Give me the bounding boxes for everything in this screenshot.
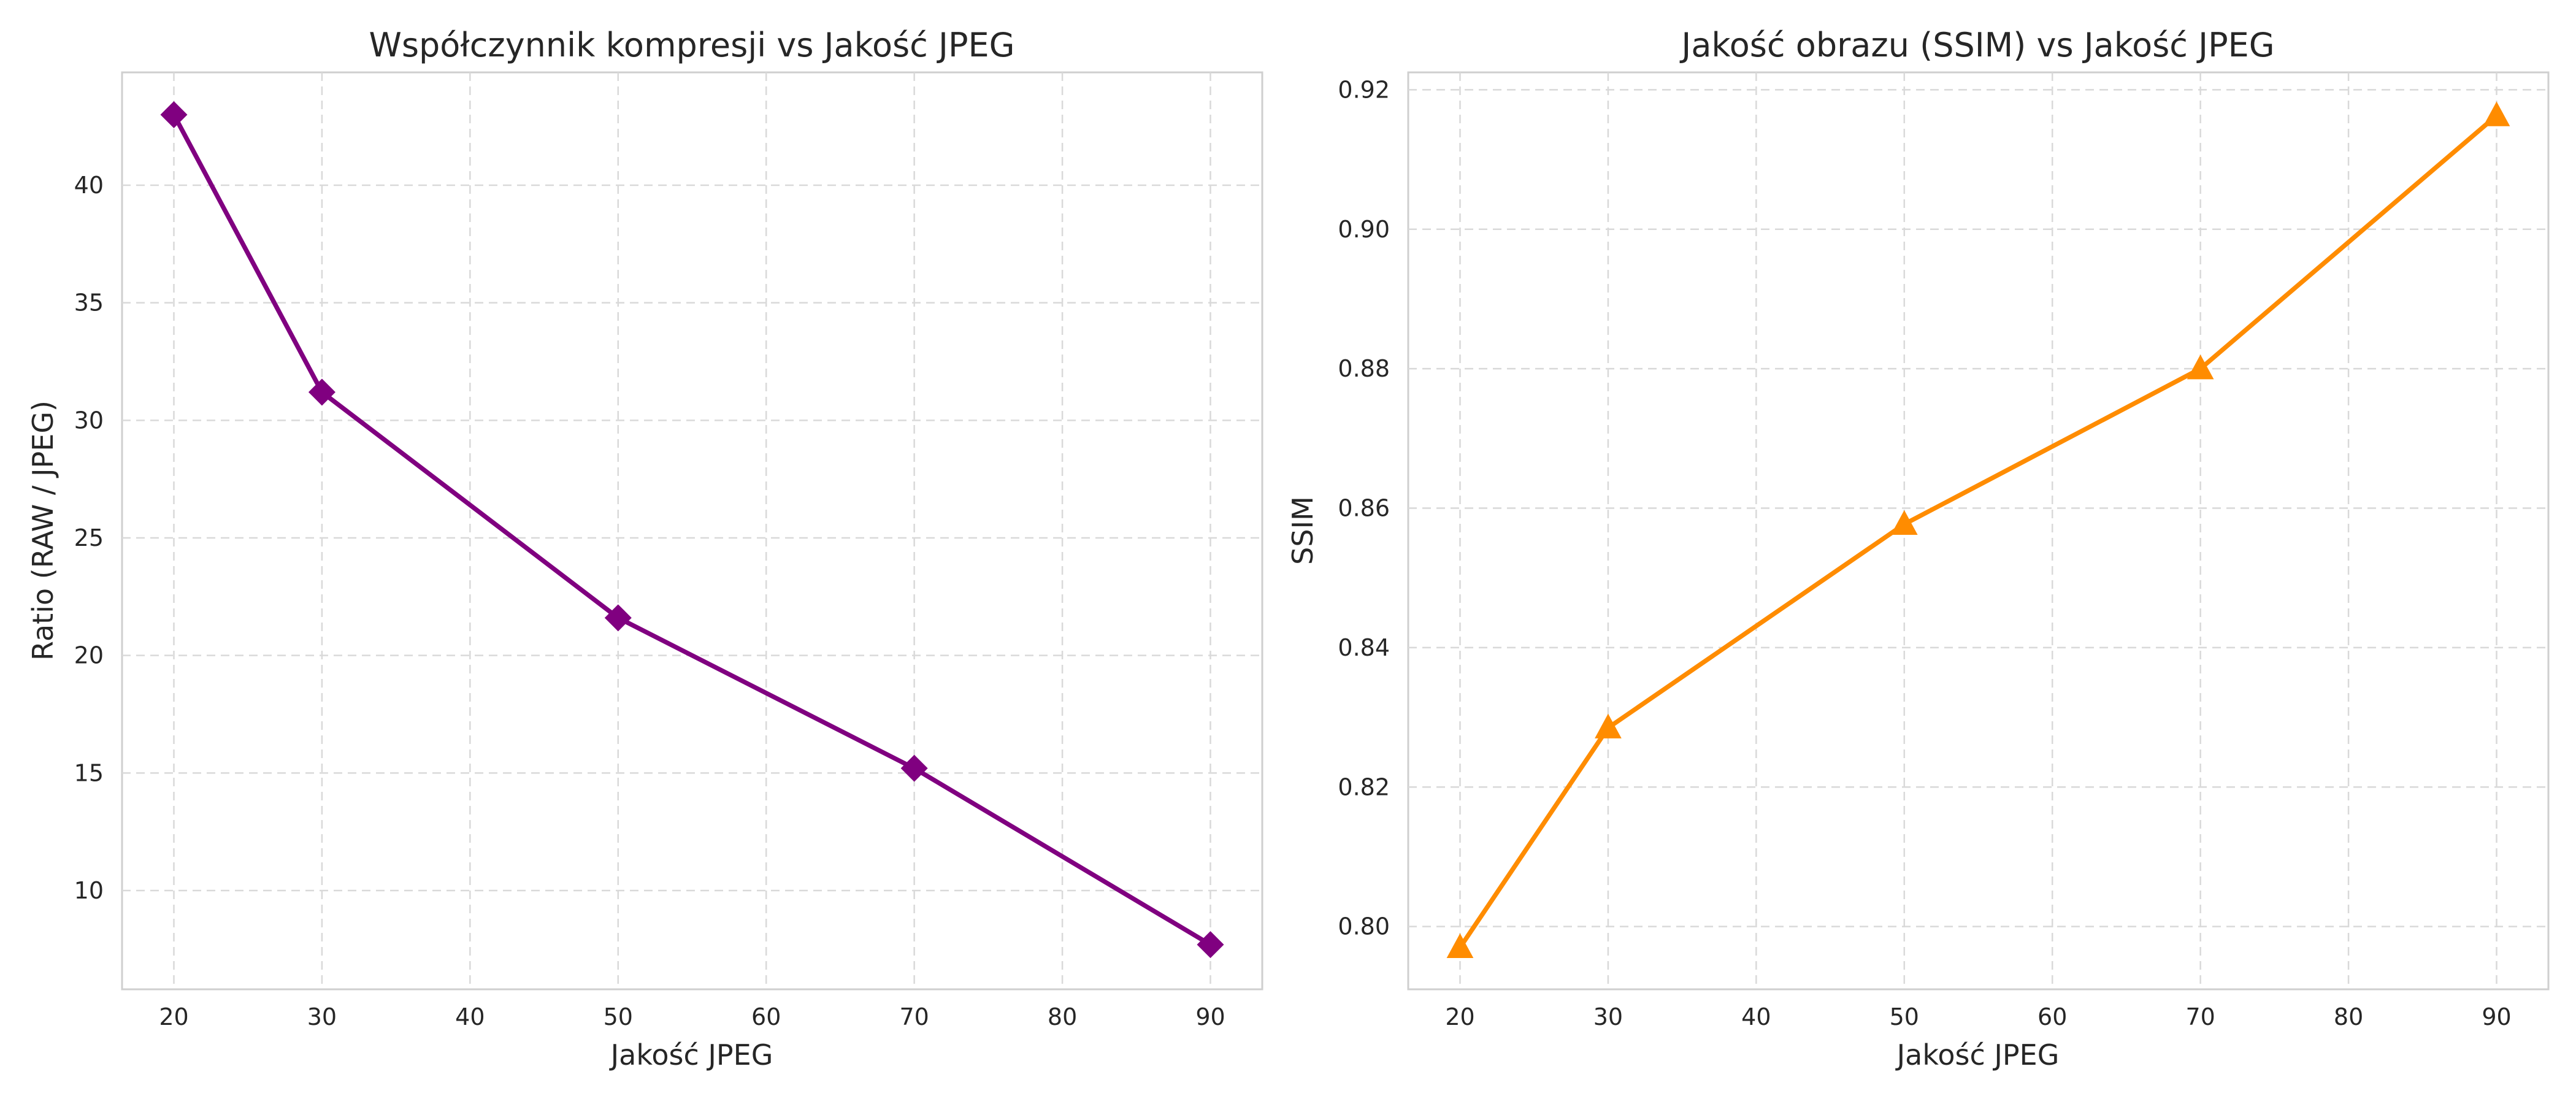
right-x-tick-label: 80 bbox=[2334, 1003, 2363, 1030]
right-y-tick-label: 0.84 bbox=[1338, 634, 1390, 661]
right-chart: 20 30 40 50 60 70 80 90 0.80 0.82 0.84 0.86 0.88 0.9… bbox=[1286, 26, 2550, 1071]
right-x-ticks: 20 30 40 50 60 70 80 90 bbox=[1445, 1003, 2511, 1030]
right-data-point bbox=[1890, 510, 1918, 535]
left-data-point bbox=[308, 378, 335, 406]
left-x-tick-label: 70 bbox=[899, 1003, 929, 1030]
right-y-axis-label: SSIM bbox=[1286, 496, 1319, 565]
right-x-tick-label: 40 bbox=[1741, 1003, 1771, 1030]
left-x-tick-label: 40 bbox=[455, 1003, 485, 1030]
left-x-tick-label: 30 bbox=[307, 1003, 337, 1030]
right-data-point bbox=[1595, 713, 1622, 738]
left-x-tick-label: 20 bbox=[159, 1003, 188, 1030]
left-x-tick-label: 60 bbox=[751, 1003, 781, 1030]
right-y-tick-label: 0.88 bbox=[1338, 355, 1390, 382]
right-data-point bbox=[2483, 101, 2510, 126]
left-y-tick-label: 35 bbox=[74, 289, 104, 316]
left-y-tick-label: 40 bbox=[74, 172, 104, 199]
left-x-tick-label: 90 bbox=[1195, 1003, 1225, 1030]
left-y-tick-label: 25 bbox=[74, 524, 104, 551]
right-data-point bbox=[2187, 355, 2214, 380]
left-chart-title: Współczynnik kompresji vs Jakość JPEG bbox=[369, 26, 1015, 64]
left-data-point bbox=[604, 604, 632, 632]
left-x-tick-label: 80 bbox=[1048, 1003, 1077, 1030]
right-chart-title: Jakość obrazu (SSIM) vs Jakość JPEG bbox=[1679, 26, 2274, 64]
left-series-line bbox=[171, 112, 1213, 947]
right-plot-area bbox=[1407, 71, 2550, 991]
right-x-tick-label: 30 bbox=[1593, 1003, 1623, 1030]
right-grid bbox=[1408, 72, 2548, 989]
left-data-point bbox=[1197, 931, 1224, 959]
right-y-tick-label: 0.90 bbox=[1338, 216, 1390, 243]
left-y-tick-label: 20 bbox=[74, 642, 104, 669]
right-x-axis-label: Jakość JPEG bbox=[1895, 1038, 2060, 1071]
right-x-tick-label: 20 bbox=[1445, 1003, 1474, 1030]
right-y-tick-label: 0.82 bbox=[1338, 773, 1390, 800]
left-grid bbox=[122, 72, 1262, 989]
right-y-tick-label: 0.86 bbox=[1338, 495, 1390, 522]
left-y-ticks: 10 15 20 25 30 35 40 bbox=[74, 172, 104, 904]
right-y-tick-label: 0.92 bbox=[1338, 76, 1390, 103]
left-series bbox=[160, 101, 1224, 959]
left-chart: 20 30 40 50 60 70 80 90 10 15 20 25 30 35 40 Współczy… bbox=[26, 26, 1263, 1071]
left-y-axis-label: Ratio (RAW / JPEG) bbox=[26, 401, 59, 661]
left-plot-area bbox=[121, 71, 1263, 991]
right-x-tick-label: 50 bbox=[1890, 1003, 1919, 1030]
left-y-tick-label: 15 bbox=[74, 759, 104, 786]
left-y-tick-label: 30 bbox=[74, 407, 104, 434]
right-x-tick-label: 60 bbox=[2037, 1003, 2067, 1030]
right-x-tick-label: 70 bbox=[2185, 1003, 2215, 1030]
right-data-point bbox=[1446, 933, 1474, 959]
right-series-line bbox=[1457, 113, 2499, 950]
left-x-axis-label: Jakość JPEG bbox=[609, 1038, 773, 1071]
left-x-tick-label: 50 bbox=[604, 1003, 633, 1030]
right-x-tick-label: 90 bbox=[2482, 1003, 2511, 1030]
left-data-point bbox=[900, 754, 928, 782]
left-x-ticks: 20 30 40 50 60 70 80 90 bbox=[159, 1003, 1225, 1030]
right-y-tick-label: 0.80 bbox=[1338, 913, 1390, 940]
right-series bbox=[1446, 101, 2510, 959]
right-y-ticks: 0.80 0.82 0.84 0.86 0.88 0.90 0.92 bbox=[1338, 76, 1390, 940]
left-y-tick-label: 10 bbox=[74, 877, 104, 904]
left-data-point bbox=[160, 101, 188, 128]
